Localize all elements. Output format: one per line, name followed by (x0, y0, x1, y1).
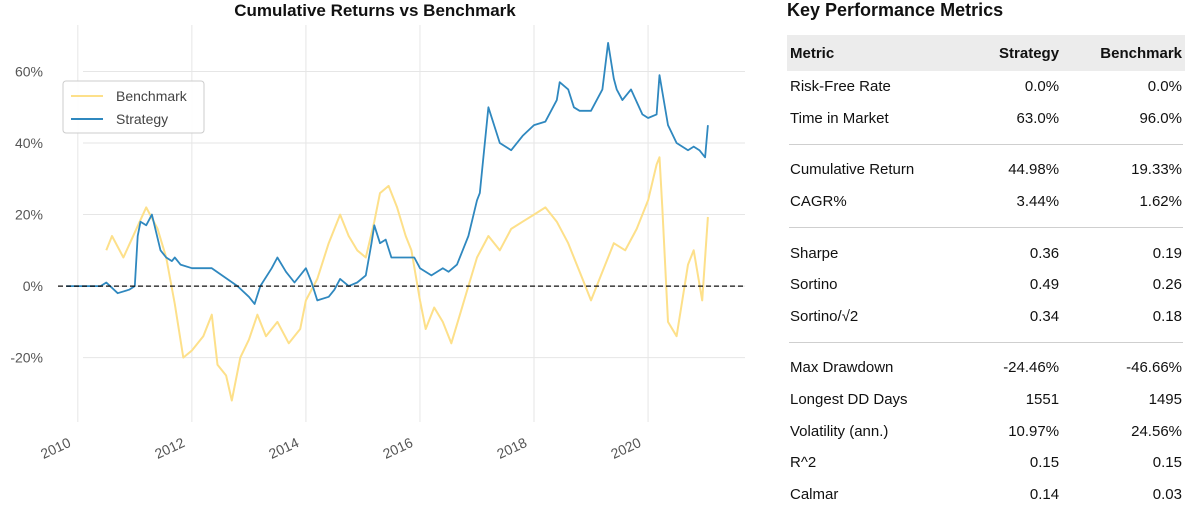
benchmark-value: 96.0% (1139, 109, 1182, 127)
column-header-metric: Metric (787, 35, 970, 71)
metric-name: Max Drawdown (790, 359, 894, 377)
metric-name: Calmar (790, 485, 839, 503)
x-tick-label: 2012 (152, 434, 187, 462)
strategy-value: 1551 (1025, 391, 1060, 409)
metric-name: Risk-Free Rate (790, 78, 891, 96)
metrics-row: CAGR% 3.44% 1.62% (787, 186, 1185, 218)
metrics-row: Time in Market 63.0% 96.0% (787, 103, 1185, 135)
x-tick-label: 2014 (266, 434, 301, 462)
benchmark-value: 19.33% (1131, 161, 1182, 179)
x-tick-label: 2020 (608, 434, 643, 462)
metrics-row: Volatility (ann.) 10.97% 24.56% (787, 415, 1185, 447)
benchmark-value: 1495 (1148, 391, 1182, 409)
series-line-benchmark (105, 156, 709, 402)
metric-name: CAGR% (790, 193, 847, 211)
metrics-table: Metric Strategy Benchmark Risk-Free Rate… (787, 35, 1185, 510)
metric-name: Sortino/√2 (790, 307, 859, 325)
benchmark-value: 0.26 (1152, 276, 1182, 294)
legend-label-strategy: Strategy (116, 111, 168, 127)
legend-label-benchmark: Benchmark (116, 88, 188, 104)
metrics-row: Sharpe 0.36 0.19 (787, 237, 1185, 269)
series-line-strategy (66, 42, 709, 305)
benchmark-value: 0.15 (1152, 454, 1182, 472)
strategy-value: 0.15 (1029, 454, 1060, 472)
metrics-panel: Key Performance Metrics Metric Strategy … (787, 0, 1187, 517)
metric-name: Volatility (ann.) (790, 422, 889, 440)
column-header-benchmark: Benchmark (1062, 35, 1185, 71)
benchmark-value: 0.0% (1147, 78, 1182, 96)
benchmark-value: 0.18 (1152, 307, 1182, 325)
metrics-row: Risk-Free Rate 0.0% 0.0% (787, 71, 1185, 103)
strategy-value: 3.44% (1016, 193, 1060, 211)
metric-name: R^2 (790, 454, 817, 472)
group-divider (787, 134, 1185, 154)
metrics-row: Max Drawdown -24.46% -46.66% (787, 352, 1185, 384)
metrics-row: Calmar 0.14 0.03 (787, 479, 1185, 511)
strategy-value: 0.49 (1029, 276, 1060, 294)
metrics-row: Longest DD Days 1551 1495 (787, 384, 1185, 416)
y-tick-label: 60% (15, 63, 43, 79)
metric-name: Time in Market (790, 109, 889, 127)
metric-name: Cumulative Return (790, 161, 915, 179)
x-tick-label: 2016 (380, 434, 415, 462)
y-tick-label: 20% (15, 207, 43, 223)
strategy-value: 0.0% (1024, 78, 1060, 96)
chart-panel: 2010 2012 2014 2016 2018 2020 -20% 0% 20% 40% 60% B… (10, 1, 745, 462)
strategy-value: 44.98% (1008, 161, 1060, 179)
benchmark-value: 0.03 (1152, 485, 1182, 503)
strategy-value: 0.14 (1029, 485, 1060, 503)
x-tick-label: 2010 (38, 434, 73, 462)
metric-name: Sortino (790, 276, 838, 294)
metrics-title: Key Performance Metrics (787, 0, 1004, 20)
strategy-value: 63.0% (1016, 109, 1060, 127)
strategy-value: 0.36 (1029, 244, 1060, 262)
metric-name: Sharpe (790, 244, 839, 262)
strategy-value: 0.34 (1029, 307, 1060, 325)
benchmark-value: 1.62% (1139, 193, 1182, 211)
strategy-value: 10.97% (1008, 422, 1060, 440)
benchmark-value: -46.66% (1126, 359, 1182, 377)
y-tick-label: 40% (15, 135, 43, 151)
metrics-header-row: Metric Strategy Benchmark (787, 35, 1185, 71)
metrics-row: Cumulative Return 44.98% 19.33% (787, 154, 1185, 186)
benchmark-value: 0.19 (1152, 244, 1182, 262)
metric-name: Longest DD Days (790, 391, 908, 409)
group-divider (787, 217, 1185, 237)
y-tick-label: -20% (10, 350, 43, 366)
cumulative-returns-chart: 2010 2012 2014 2016 2018 2020 -20% 0% 20% 40% 60% B… (10, 25, 745, 462)
group-divider (787, 332, 1185, 352)
metrics-row: Sortino 0.49 0.26 (787, 269, 1185, 301)
strategy-value: -24.46% (1003, 359, 1060, 377)
x-tick-label: 2018 (494, 434, 529, 462)
metrics-row: Sortino/√2 0.34 0.18 (787, 301, 1185, 333)
metrics-row: R^2 0.15 0.15 (787, 447, 1185, 479)
chart-title: Cumulative Returns vs Benchmark (234, 1, 516, 20)
y-tick-label: 0% (23, 278, 43, 294)
column-header-strategy: Strategy (969, 35, 1063, 71)
benchmark-value: 24.56% (1131, 422, 1182, 440)
